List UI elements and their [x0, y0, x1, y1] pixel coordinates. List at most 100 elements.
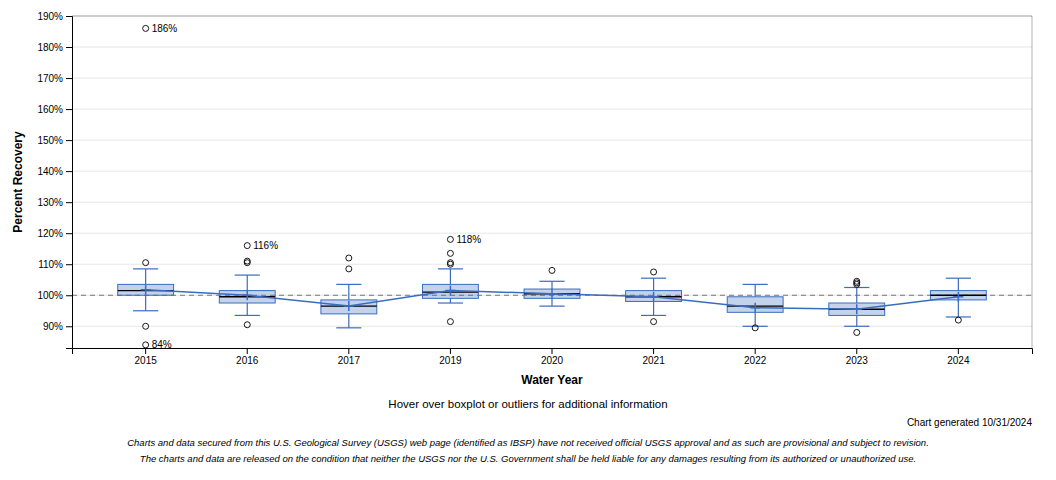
whisker-cap [235, 315, 260, 316]
box-plot [118, 269, 174, 311]
outlier [447, 319, 453, 325]
x-tick: 2021 [642, 348, 665, 366]
outlier [549, 267, 555, 273]
whisker-cap [844, 326, 869, 327]
whisker [348, 314, 349, 328]
y-tick: 140% [37, 166, 72, 177]
whisker-cap [539, 281, 564, 282]
chart: 90%100%110%120%130%140%150%160%170%180%1… [0, 0, 1056, 480]
whisker [856, 315, 857, 326]
box-plot [930, 278, 986, 317]
y-tick-label: 190% [37, 11, 63, 22]
whisker-cap [438, 302, 463, 303]
x-tick: 2024 [947, 348, 970, 366]
whisker [145, 295, 146, 311]
outlier-labels: 186%84%116%118% [152, 23, 482, 350]
frame [72, 16, 1032, 17]
grid-line [72, 16, 1032, 17]
y-tick: 150% [37, 135, 72, 146]
outlier [346, 266, 352, 272]
outlier [447, 260, 453, 266]
whisker [653, 301, 654, 315]
x-tick-mark [958, 348, 959, 354]
grid-line [72, 264, 1032, 265]
y-tick-mark [66, 264, 72, 265]
x-tick-label: 2016 [236, 355, 259, 366]
whisker-cap [336, 284, 361, 285]
mean-marker [445, 286, 455, 296]
x-tick-mark [552, 348, 553, 354]
grid-line [72, 326, 1032, 327]
outlier [447, 250, 453, 256]
x-tick-mark [348, 348, 349, 354]
x-tick: 2022 [744, 348, 767, 366]
x-tick: 2019 [439, 348, 462, 366]
data-label: 116% [253, 240, 278, 251]
y-tick-mark [66, 326, 72, 327]
y-tick: 100% [37, 290, 72, 301]
disclaimer: Charts and data secured from this U.S. G… [127, 437, 929, 448]
y-tick-label: 150% [37, 135, 63, 146]
outlier [854, 278, 860, 284]
y-tick-label: 160% [37, 104, 63, 115]
x-tick-mark [247, 348, 248, 354]
grid [72, 16, 1032, 326]
x-tick-label: 2024 [947, 355, 970, 366]
outlier [651, 269, 657, 275]
outlier [651, 319, 657, 325]
y-tick-label: 100% [37, 290, 63, 301]
y-tick-label: 90% [43, 321, 63, 332]
y-tick-mark [66, 140, 72, 141]
y-axis: 90%100%110%120%130%140%150%160%170%180%1… [37, 11, 72, 349]
y-tick-mark [66, 78, 72, 79]
whisker [145, 269, 146, 285]
mean-marker [547, 289, 557, 299]
whisker [958, 278, 959, 290]
outlier [244, 322, 250, 328]
grid-line [72, 171, 1032, 172]
box [118, 284, 174, 295]
notes: Hover over boxplot or outliers for addit… [127, 398, 1032, 464]
y-tick-label: 130% [37, 197, 63, 208]
x-axis-line [73, 349, 1033, 355]
x-tick-label: 2019 [439, 355, 462, 366]
data-label: 118% [456, 234, 481, 245]
box [321, 300, 377, 314]
y-tick: 170% [37, 73, 72, 84]
mean-marker [750, 303, 760, 313]
y-tick-mark [66, 47, 72, 48]
grid-line [72, 202, 1032, 203]
plot: 90%100%110%120%130%140%150%160%170%180%1… [11, 11, 1033, 387]
mean-marker [649, 292, 659, 302]
whisker [958, 300, 959, 317]
x-tick: 2020 [541, 348, 564, 366]
y-tick-mark [66, 16, 72, 17]
grid-line [72, 78, 1032, 79]
y-tick-label: 120% [37, 228, 63, 239]
whisker-cap [743, 284, 768, 285]
y-tick-mark [66, 171, 72, 172]
outlier [752, 325, 758, 331]
outlier [143, 25, 149, 31]
whisker-cap [336, 327, 361, 328]
x-tick: 2017 [338, 348, 361, 366]
outlier [346, 255, 352, 261]
y-tick: 190% [37, 11, 72, 22]
box-plot [422, 269, 478, 303]
y-tick-label: 180% [37, 42, 63, 53]
whisker-cap [946, 278, 971, 279]
disclaimer: The charts and data are released on the … [140, 453, 916, 464]
x-tick: 2023 [846, 348, 869, 366]
outlier [244, 243, 250, 249]
x-tick-mark [755, 348, 756, 354]
x-tick-mark [856, 348, 857, 354]
x-tick-label: 2017 [338, 355, 361, 366]
y-tick: 120% [37, 228, 72, 239]
x-tick-mark [450, 348, 451, 354]
outlier [244, 258, 250, 264]
x-tick-label: 2020 [541, 355, 564, 366]
grid-line [72, 47, 1032, 48]
x-tick: 2015 [135, 348, 158, 366]
x-axis-title: Water Year [521, 373, 583, 387]
y-tick: 160% [37, 104, 72, 115]
